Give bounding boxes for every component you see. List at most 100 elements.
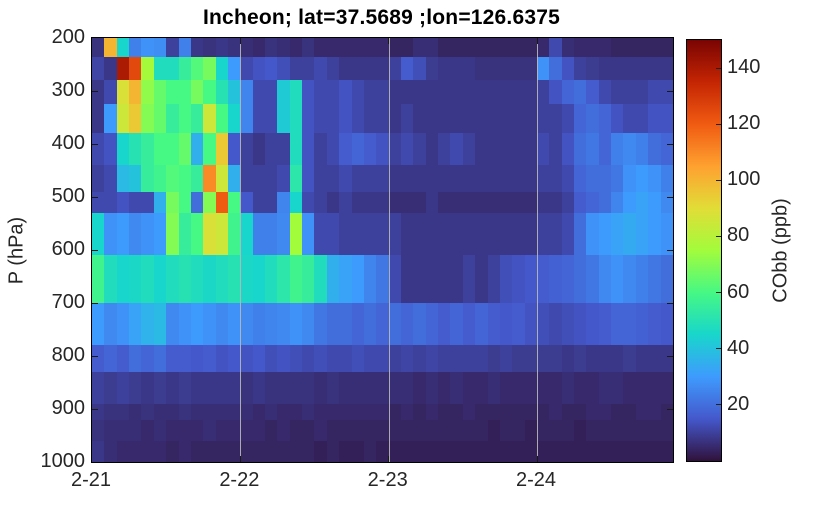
heatmap-cell <box>648 104 661 134</box>
heatmap-cell <box>153 345 167 372</box>
heatmap-cell <box>438 419 451 441</box>
heatmap-cell <box>438 255 451 303</box>
heatmap-cell <box>499 403 513 420</box>
heatmap-cell <box>549 165 562 192</box>
heatmap-cell <box>166 165 179 192</box>
heatmap-cell <box>549 38 562 57</box>
heatmap-cell <box>635 303 649 346</box>
heatmap-cell <box>524 104 537 134</box>
heatmap-cell <box>623 212 636 256</box>
heatmap-cell <box>574 303 587 346</box>
heatmap-cell <box>92 440 105 462</box>
heatmap-cell <box>475 191 488 213</box>
heatmap-cell <box>166 371 179 404</box>
colorbar-tick-label: 40 <box>727 336 750 359</box>
heatmap-cell <box>104 80 117 105</box>
heatmap-cell <box>116 403 130 420</box>
heatmap-cell <box>203 56 216 81</box>
heatmap-cell <box>660 303 673 346</box>
heatmap-cell <box>240 56 253 81</box>
heatmap-cell <box>623 80 636 105</box>
heatmap-cell <box>561 80 575 105</box>
heatmap-cell <box>536 104 550 134</box>
heatmap-cell <box>586 440 599 462</box>
heatmap-cell <box>153 419 167 441</box>
heatmap-cell <box>302 371 315 404</box>
heatmap-cell <box>314 403 327 420</box>
heatmap-cell <box>203 133 216 166</box>
heatmap-cell <box>574 38 587 57</box>
heatmap-cell <box>388 303 401 346</box>
heatmap-cell <box>586 191 599 213</box>
heatmap-cell <box>178 38 191 57</box>
heatmap-cell <box>277 255 290 303</box>
heatmap-cell <box>104 345 117 372</box>
heatmap-cell <box>116 212 130 256</box>
heatmap-cell <box>203 80 216 105</box>
heatmap-cell <box>252 38 266 57</box>
heatmap-cell <box>586 403 599 420</box>
tick-mark <box>388 456 390 462</box>
heatmap-cell <box>116 56 130 81</box>
heatmap-cell <box>586 419 599 441</box>
heatmap-cell <box>252 104 266 134</box>
heatmap-cell <box>574 419 587 441</box>
heatmap-cell <box>512 255 525 303</box>
heatmap-cell <box>92 403 105 420</box>
heatmap-cell <box>586 255 599 303</box>
heatmap-cell <box>611 133 624 166</box>
heatmap-cell <box>586 38 599 57</box>
heatmap-cell <box>462 133 476 166</box>
heatmap-cell <box>499 56 513 81</box>
heatmap-cell <box>178 440 191 462</box>
heatmap-cell <box>178 104 191 134</box>
heatmap-cell <box>339 371 352 404</box>
heatmap-cell <box>153 403 167 420</box>
heatmap-cell <box>549 403 562 420</box>
heatmap-row <box>92 80 673 105</box>
heatmap-cell <box>388 345 401 372</box>
heatmap-cell <box>512 56 525 81</box>
tick-mark <box>239 456 241 462</box>
heatmap-cell <box>623 303 636 346</box>
heatmap-cell <box>425 133 439 166</box>
heatmap-cell <box>475 212 488 256</box>
heatmap-cell <box>376 403 389 420</box>
heatmap-cell <box>351 38 364 57</box>
heatmap-cell <box>166 38 179 57</box>
heatmap-cell <box>536 440 550 462</box>
heatmap-cell <box>512 303 525 346</box>
heatmap-cell <box>400 303 414 346</box>
heatmap-cell <box>302 165 315 192</box>
heatmap-cell <box>425 191 439 213</box>
heatmap-cell <box>598 371 612 404</box>
heatmap-cell <box>438 38 451 57</box>
heatmap-cell <box>635 80 649 105</box>
heatmap-cell <box>598 440 612 462</box>
heatmap-cell <box>190 419 204 441</box>
x-tick-label: 2-21 <box>70 469 112 491</box>
heatmap-row <box>92 212 673 256</box>
heatmap-cell <box>425 56 439 81</box>
gridline <box>240 38 242 462</box>
y-tick-label: 600 <box>51 238 85 260</box>
heatmap-cell <box>277 419 290 441</box>
heatmap-cell <box>524 56 537 81</box>
heatmap-cell <box>240 440 253 462</box>
heatmap-cell <box>388 165 401 192</box>
heatmap-cell <box>475 440 488 462</box>
heatmap-cell <box>141 419 154 441</box>
heatmap-cell <box>153 255 167 303</box>
heatmap-cell <box>104 212 117 256</box>
heatmap-cell <box>153 80 167 105</box>
heatmap-cell <box>462 371 476 404</box>
colorbar-tick-label: 140 <box>727 56 761 79</box>
heatmap-cell <box>611 345 624 372</box>
heatmap-cell <box>92 191 105 213</box>
heatmap-cell <box>351 56 364 81</box>
x-tick-label: 2-23 <box>367 469 408 491</box>
heatmap-cell <box>425 419 439 441</box>
heatmap-cell <box>450 38 463 57</box>
heatmap-cell <box>215 303 228 346</box>
heatmap-cell <box>524 38 537 57</box>
